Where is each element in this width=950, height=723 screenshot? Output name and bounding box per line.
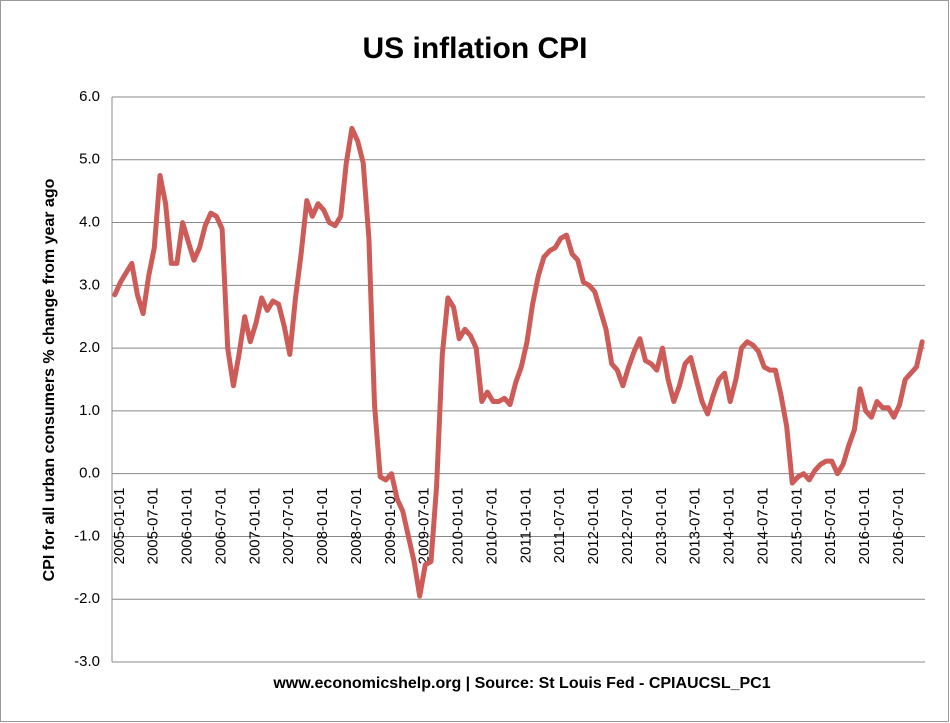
- x-tick-label: 2007-07-01: [280, 488, 297, 565]
- x-tick-label: 2013-01-01: [653, 488, 670, 565]
- footer: www.economicshelp.org | Source: St Louis…: [272, 675, 770, 692]
- x-tick-label: 2013-07-01: [687, 488, 704, 565]
- x-tick-label: 2007-01-01: [246, 488, 263, 565]
- x-tick-label: 2014-01-01: [721, 488, 738, 565]
- x-tick-label: 2006-01-01: [179, 488, 196, 565]
- y-tick-label: -3.0: [74, 653, 100, 670]
- x-tick-label: 2010-01-01: [450, 488, 467, 565]
- y-tick-label: 2.0: [79, 339, 100, 356]
- y-tick-label: 3.0: [79, 276, 100, 293]
- data-line: [112, 125, 925, 599]
- x-tick-label: 2005-07-01: [145, 488, 162, 565]
- x-tick-label: 2006-07-01: [212, 488, 229, 565]
- x-tick-label: 2008-01-01: [314, 488, 331, 565]
- x-tick-label: 2009-07-01: [416, 488, 433, 565]
- y-tick-label: 1.0: [79, 402, 100, 419]
- y-tick-label: -1.0: [74, 527, 100, 544]
- y-tick-label: 5.0: [79, 151, 100, 168]
- x-tick-label: 2008-07-01: [348, 488, 365, 565]
- x-tick-label: 2010-07-01: [483, 488, 500, 565]
- x-tick-label: 2015-01-01: [788, 488, 805, 565]
- x-tick-label: 2005-01-01: [111, 488, 128, 565]
- x-tick-label: 2011-01-01: [517, 488, 534, 564]
- y-axis-title: CPI for all urban consumers % change fro…: [41, 178, 58, 581]
- x-tick-label: 2009-01-01: [382, 488, 399, 565]
- x-tick-label: 2011-07-01: [551, 488, 568, 564]
- y-tick-label: 4.0: [79, 214, 100, 231]
- y-tick-label: -2.0: [74, 590, 100, 607]
- x-tick-label: 2014-07-01: [754, 488, 771, 565]
- y-tick-label: 0.0: [79, 465, 100, 482]
- x-tick-label: 2015-07-01: [822, 488, 839, 565]
- x-tick-label: 2012-01-01: [585, 488, 602, 565]
- x-tick-label: 2012-07-01: [619, 488, 636, 565]
- chart-title: US inflation CPI: [363, 32, 588, 65]
- y-tick-label: 6.0: [79, 88, 100, 105]
- x-tick-label: 2016-07-01: [890, 488, 907, 565]
- x-tick-label: 2016-01-01: [856, 488, 873, 565]
